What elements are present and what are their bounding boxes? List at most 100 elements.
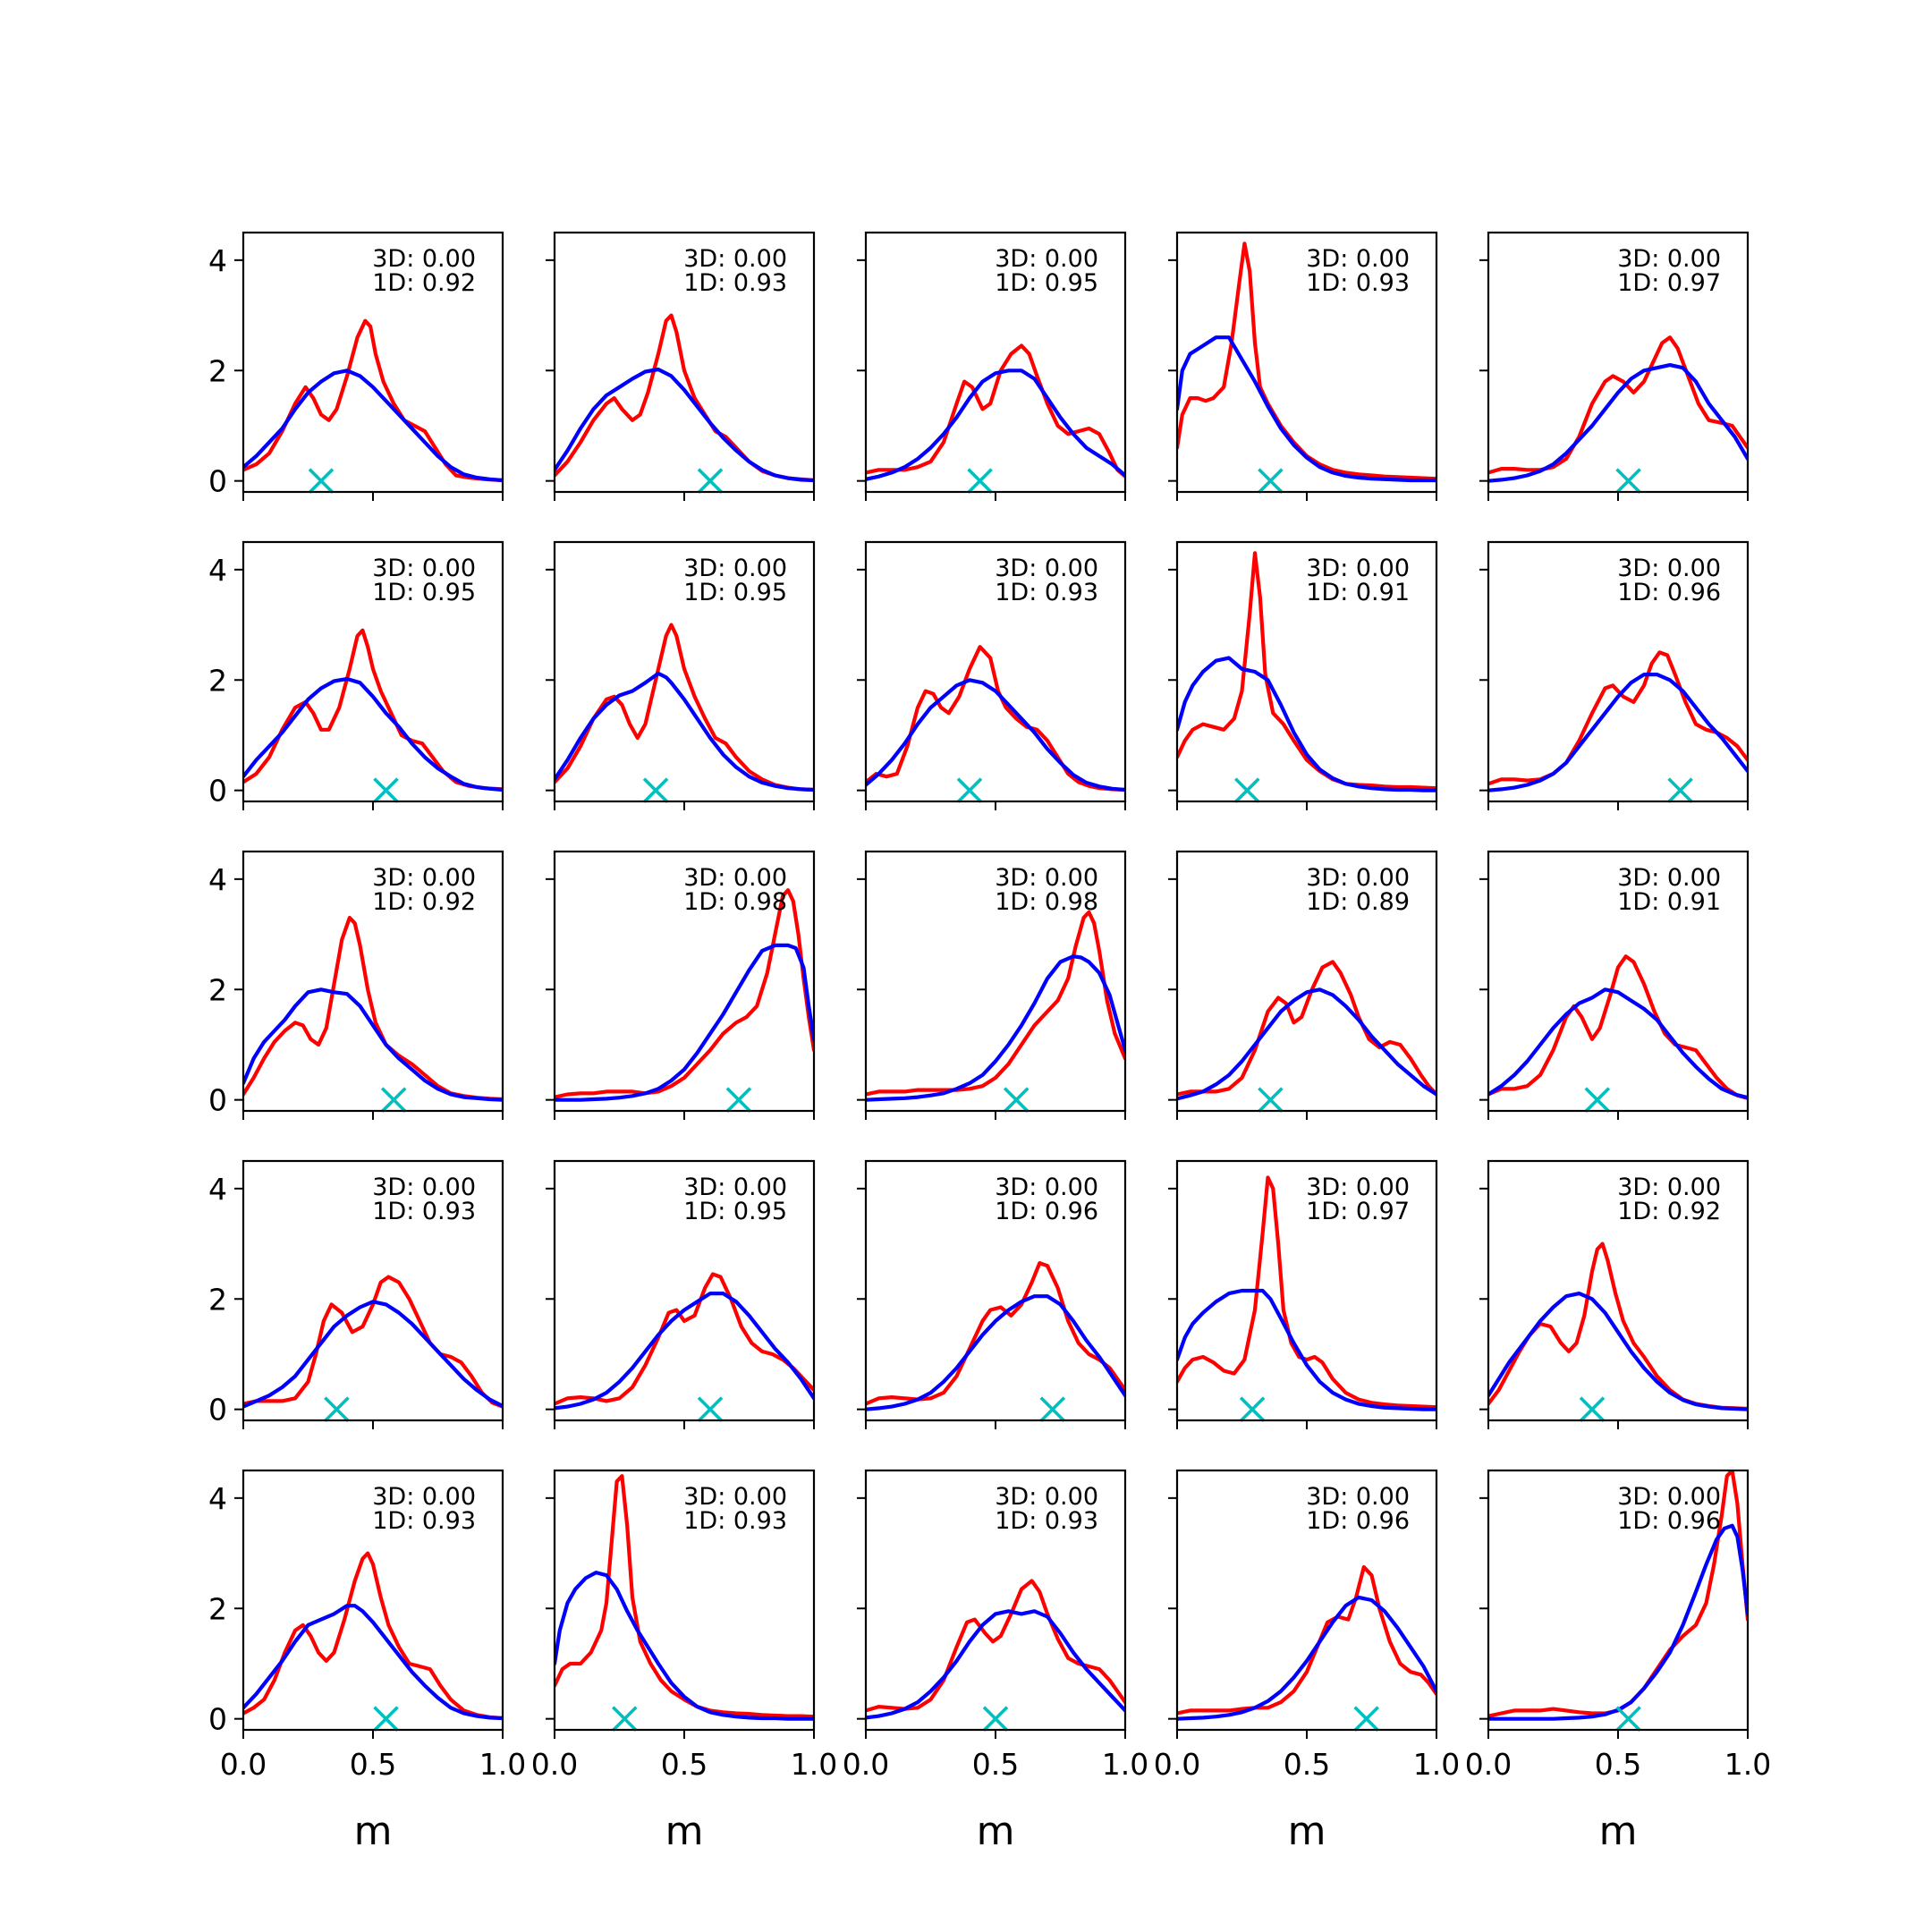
annotation-1d: 1D: 0.93 [1306, 269, 1410, 297]
marker-x [612, 1706, 638, 1732]
annotation-1d: 1D: 0.95 [683, 579, 787, 606]
annotation-3d: 3D: 0.00 [1306, 555, 1410, 582]
annotation-1d: 1D: 0.93 [683, 269, 787, 297]
annotation-3d: 3D: 0.00 [1306, 1174, 1410, 1201]
series-1d-line [555, 943, 814, 1102]
series-3d-line [243, 1275, 503, 1409]
y-tick-label: 2 [208, 972, 227, 1007]
annotation-3d: 3D: 0.00 [683, 864, 787, 892]
marker-x [380, 1087, 407, 1113]
annotation-3d: 3D: 0.00 [995, 1174, 1098, 1201]
annotation-3d: 3D: 0.00 [683, 1483, 787, 1511]
marker-x-stroke [1239, 1396, 1266, 1422]
annotation-3d: 3D: 0.00 [1617, 864, 1721, 892]
series-1d-line [866, 954, 1125, 1102]
x-axis-label: m [1288, 1809, 1326, 1854]
x-axis-label: m [1599, 1809, 1638, 1854]
marker-x [1258, 468, 1284, 494]
annotation-3d: 3D: 0.00 [1617, 245, 1721, 273]
annotation-1d: 1D: 0.98 [683, 888, 787, 916]
series-3d-line [243, 318, 503, 483]
marker-x-stroke [380, 1087, 407, 1113]
marker-x [982, 1706, 1009, 1732]
annotation-3d: 3D: 0.00 [683, 1174, 787, 1201]
annotation-3d: 3D: 0.00 [372, 245, 476, 273]
x-tick-label: 1.0 [1724, 1747, 1771, 1782]
x-tick-label: 0.0 [843, 1747, 889, 1782]
marker-x-stroke [956, 777, 983, 803]
annotation-3d: 3D: 0.00 [995, 1483, 1098, 1511]
annotation-3d: 3D: 0.00 [1306, 864, 1410, 892]
x-tick-label: 0.0 [220, 1747, 267, 1782]
marker-x [725, 1087, 752, 1113]
marker-x-stroke [967, 468, 993, 494]
annotation-1d: 1D: 0.97 [1306, 1198, 1410, 1225]
annotation-1d: 1D: 0.96 [1617, 1507, 1721, 1535]
x-tick-label: 0.0 [531, 1747, 578, 1782]
marker-x [1667, 777, 1693, 803]
marker-x-stroke [1615, 468, 1641, 494]
series-1d-line [866, 678, 1125, 792]
x-tick-label: 1.0 [1413, 1747, 1460, 1782]
marker-x-stroke [308, 468, 335, 494]
y-tick-label: 2 [208, 663, 227, 698]
annotation-3d: 3D: 0.00 [1617, 1483, 1721, 1511]
marker-x [1615, 1706, 1641, 1732]
marker-x [1003, 1087, 1030, 1113]
x-tick-label: 0.5 [350, 1747, 396, 1782]
marker-x [967, 468, 993, 494]
x-tick-label: 0.5 [972, 1747, 1019, 1782]
annotation-3d: 3D: 0.00 [1617, 555, 1721, 582]
series-3d-line [1177, 1564, 1436, 1716]
annotation-1d: 1D: 0.96 [995, 1198, 1098, 1225]
series-3d-line [555, 1474, 814, 1719]
series-1d-line [243, 676, 503, 792]
y-tick-label: 4 [208, 1172, 227, 1207]
series-3d-line [866, 343, 1125, 479]
series-3d-line [866, 1579, 1125, 1713]
y-tick-label: 0 [208, 1702, 227, 1737]
series-1d-line [555, 367, 814, 483]
series-1d-line [1488, 1291, 1748, 1411]
series-3d-line [1177, 960, 1436, 1097]
x-tick-label: 1.0 [1102, 1747, 1148, 1782]
marker-x [697, 1396, 724, 1422]
series-3d-line [866, 1260, 1125, 1406]
marker-x-stroke [725, 1087, 752, 1113]
annotation-3d: 3D: 0.00 [1306, 1483, 1410, 1511]
y-tick-label: 4 [208, 243, 227, 278]
annotation-1d: 1D: 0.96 [1617, 579, 1721, 606]
annotation-3d: 3D: 0.00 [372, 864, 476, 892]
y-tick-label: 4 [208, 862, 227, 897]
annotation-3d: 3D: 0.00 [995, 864, 1098, 892]
y-tick-label: 0 [208, 774, 227, 809]
marker-x [697, 468, 724, 494]
marker-x-stroke [612, 1706, 638, 1732]
series-3d-line [555, 313, 814, 483]
x-tick-label: 1.0 [479, 1747, 526, 1782]
annotation-3d: 3D: 0.00 [1617, 1174, 1721, 1201]
marker-x [1584, 1087, 1611, 1113]
series-1d-line [243, 1604, 503, 1721]
annotation-3d: 3D: 0.00 [372, 1174, 476, 1201]
annotation-1d: 1D: 0.97 [1617, 269, 1721, 297]
series-1d-line [866, 1609, 1125, 1720]
series-1d-line [1488, 987, 1748, 1100]
y-tick-label: 0 [208, 1393, 227, 1428]
marker-x [956, 777, 983, 803]
marker-x-stroke [1258, 468, 1284, 494]
marker-x [1234, 777, 1260, 803]
